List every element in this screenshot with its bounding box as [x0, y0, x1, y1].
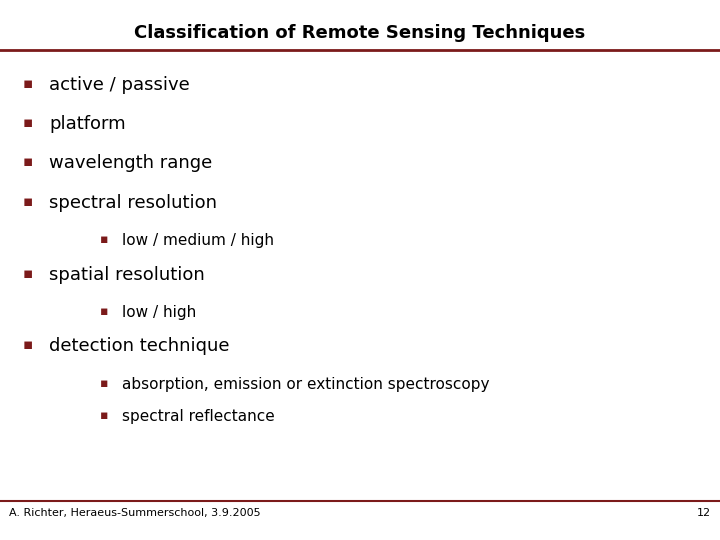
Text: spectral reflectance: spectral reflectance [122, 409, 275, 424]
Text: ▪: ▪ [22, 194, 32, 209]
Text: platform: platform [49, 115, 125, 133]
Text: 12: 12 [697, 508, 711, 518]
Text: low / high: low / high [122, 305, 197, 320]
Text: spectral resolution: spectral resolution [49, 194, 217, 212]
Text: detection technique: detection technique [49, 338, 230, 355]
Text: ▪: ▪ [100, 377, 109, 390]
Text: wavelength range: wavelength range [49, 154, 212, 172]
Text: absorption, emission or extinction spectroscopy: absorption, emission or extinction spect… [122, 377, 490, 392]
Text: ▪: ▪ [100, 409, 109, 422]
Text: spatial resolution: spatial resolution [49, 266, 204, 284]
Text: ▪: ▪ [100, 305, 109, 318]
Text: ▪: ▪ [22, 154, 32, 170]
Text: ▪: ▪ [22, 115, 32, 130]
Text: Classification of Remote Sensing Techniques: Classification of Remote Sensing Techniq… [135, 24, 585, 42]
Text: ▪: ▪ [22, 338, 32, 353]
Text: ▪: ▪ [22, 76, 32, 91]
Text: active / passive: active / passive [49, 76, 189, 93]
Text: ▪: ▪ [22, 266, 32, 281]
Text: A. Richter, Heraeus-Summerschool, 3.9.2005: A. Richter, Heraeus-Summerschool, 3.9.20… [9, 508, 260, 518]
Text: low / medium / high: low / medium / high [122, 233, 274, 248]
Text: ▪: ▪ [100, 233, 109, 246]
